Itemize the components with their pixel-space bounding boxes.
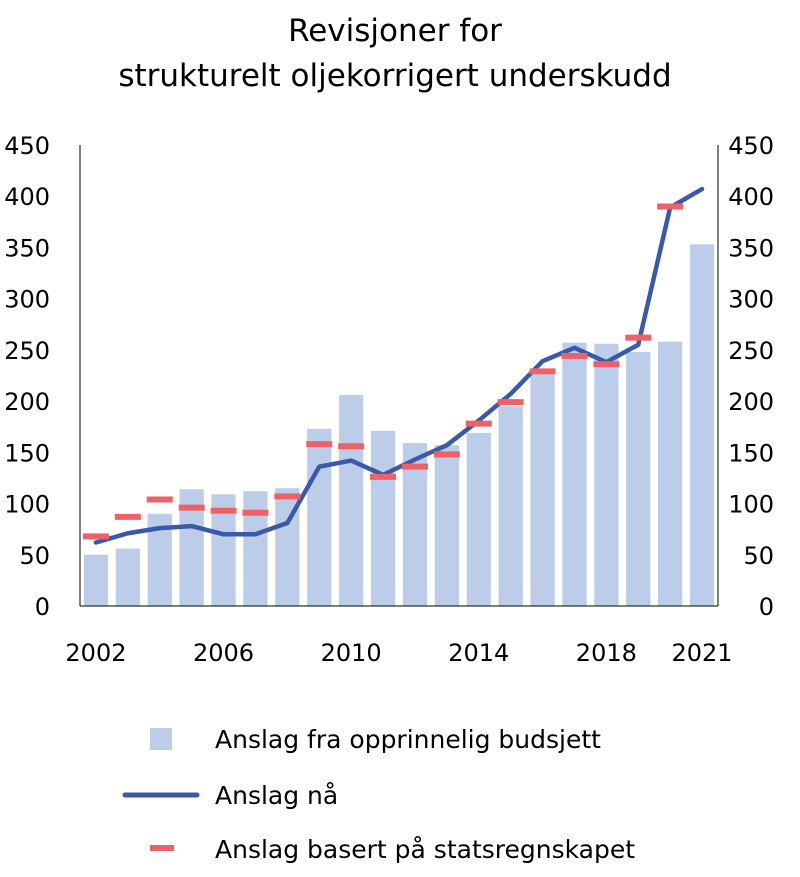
dash-series bbox=[82, 203, 684, 540]
x-axis-ticks: 2002 2006 2010 2014 2018 2021 bbox=[65, 639, 732, 667]
line-anslag-na bbox=[93, 186, 705, 545]
x-tick-2018: 2018 bbox=[576, 639, 637, 667]
y-tick-left-400: 400 bbox=[4, 183, 50, 211]
y-tick-right-300: 300 bbox=[728, 286, 774, 314]
y-tick-left-350: 350 bbox=[4, 234, 50, 262]
axes bbox=[79, 145, 719, 607]
y-tick-right-450: 450 bbox=[728, 132, 774, 160]
legend-label-bar: Anslag fra opprinnelig budsjett bbox=[215, 725, 601, 754]
x-tick-2006: 2006 bbox=[193, 639, 254, 667]
y-tick-right-400: 400 bbox=[728, 183, 774, 211]
x-tick-2021: 2021 bbox=[672, 639, 733, 667]
x-tick-2010: 2010 bbox=[321, 639, 382, 667]
y-tick-left-450: 450 bbox=[4, 132, 50, 160]
y-tick-right-50: 50 bbox=[743, 542, 774, 570]
chart-title-line-1: Revisjoner for bbox=[288, 13, 502, 49]
y-tick-left-0: 0 bbox=[35, 593, 50, 621]
line-series bbox=[93, 186, 705, 545]
y-tick-right-150: 150 bbox=[728, 439, 774, 467]
bar-2016 bbox=[530, 374, 555, 606]
chart-title-line-2: strukturelt oljekorrigert underskudd bbox=[118, 58, 671, 94]
y-tick-left-50: 50 bbox=[19, 542, 50, 570]
legend-label-dash: Anslag basert på statsregnskapet bbox=[215, 835, 635, 864]
y-axis-right-ticks: 0 50 100 150 200 250 300 350 400 450 bbox=[728, 132, 774, 621]
y-tick-left-250: 250 bbox=[4, 337, 50, 365]
x-tick-2002: 2002 bbox=[65, 639, 126, 667]
bar-2013 bbox=[434, 445, 459, 606]
bar-2003 bbox=[115, 548, 140, 606]
bar-series bbox=[83, 244, 715, 606]
bar-2007 bbox=[243, 491, 268, 606]
legend: Anslag fra opprinnelig budsjett Anslag n… bbox=[122, 725, 635, 864]
bar-2020 bbox=[658, 341, 683, 606]
y-tick-left-200: 200 bbox=[4, 388, 50, 416]
bar-2021 bbox=[689, 244, 715, 606]
y-axis-left-ticks: 0 50 100 150 200 250 300 350 400 450 bbox=[4, 132, 50, 621]
y-tick-right-0: 0 bbox=[759, 593, 774, 621]
bar-2014 bbox=[466, 432, 491, 606]
bar-2012 bbox=[402, 443, 428, 606]
bar-2018 bbox=[594, 343, 619, 606]
y-tick-right-350: 350 bbox=[728, 234, 774, 262]
bar-2019 bbox=[626, 351, 651, 606]
legend-swatch-bar bbox=[150, 728, 172, 750]
y-tick-left-150: 150 bbox=[4, 439, 50, 467]
bar-2009 bbox=[307, 428, 332, 606]
y-tick-left-300: 300 bbox=[4, 286, 50, 314]
plot-area: 0 50 100 150 200 250 300 350 400 450 0 50 100 150 200… bbox=[4, 132, 774, 667]
bar-2015 bbox=[498, 406, 523, 606]
bar-2010 bbox=[339, 394, 364, 606]
x-tick-2014: 2014 bbox=[448, 639, 509, 667]
bar-2017 bbox=[562, 342, 587, 606]
bar-2002 bbox=[83, 554, 109, 606]
bar-2011 bbox=[370, 430, 396, 606]
y-tick-right-250: 250 bbox=[728, 337, 774, 365]
y-tick-right-100: 100 bbox=[728, 491, 774, 519]
y-tick-left-100: 100 bbox=[4, 491, 50, 519]
legend-label-line: Anslag nå bbox=[215, 781, 338, 810]
y-tick-right-200: 200 bbox=[728, 388, 774, 416]
